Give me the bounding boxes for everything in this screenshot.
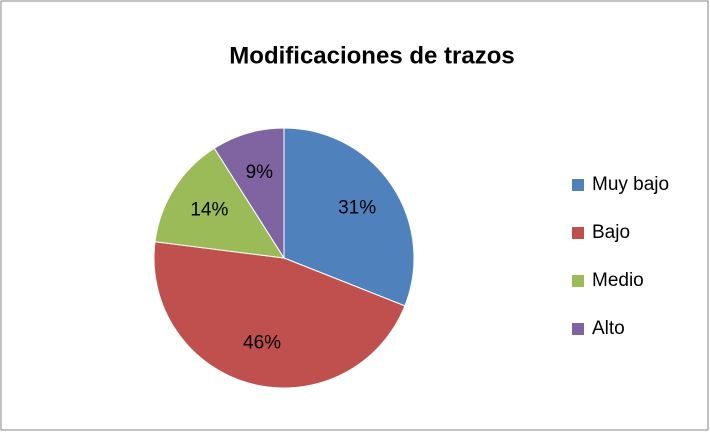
legend-swatch [572, 323, 584, 335]
legend-swatch [572, 275, 584, 287]
legend-swatch [572, 179, 584, 191]
chart-title: Modificaciones de trazos [229, 42, 514, 69]
data-label: 14% [190, 200, 228, 221]
legend-label: Medio [592, 270, 644, 291]
legend-swatch [572, 227, 584, 239]
data-label: 9% [246, 162, 274, 183]
pie-slice [154, 147, 285, 259]
data-label: 46% [243, 333, 281, 354]
pie-slice [283, 127, 415, 307]
legend-label: Bajo [592, 222, 630, 243]
legend-label: Muy bajo [592, 174, 669, 195]
pie-slice [213, 127, 285, 260]
data-label: 31% [338, 197, 376, 218]
legend-label: Alto [592, 318, 625, 339]
pie-slice [153, 241, 406, 389]
